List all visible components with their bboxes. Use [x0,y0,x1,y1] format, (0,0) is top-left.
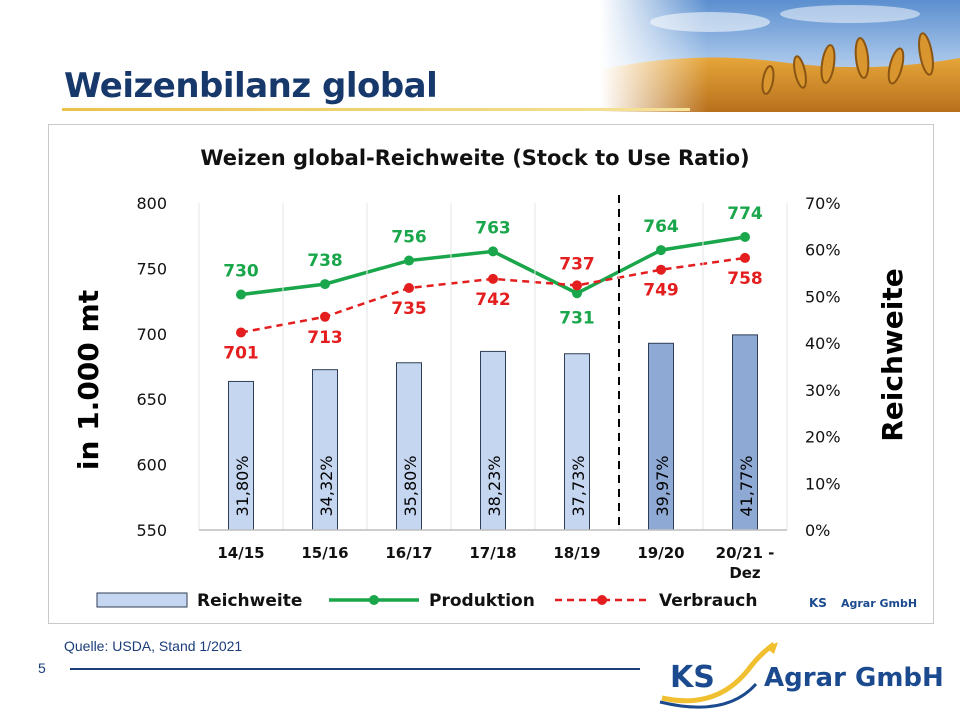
x-tick-label: 18/19 [553,544,600,562]
verbrauch-data-label: 713 [307,328,343,348]
y2-tick-label: 30% [805,381,841,400]
x-tick-label: 16/17 [385,544,432,562]
reichweite-bar [312,369,338,531]
chart-logo: KS Agrar GmbH [805,593,935,617]
x-tick-label: 20/21 - [716,544,775,562]
verbrauch-point [488,273,498,284]
logo-ks-text: KS [670,660,715,695]
chart-logo-agrar: Agrar GmbH [841,597,918,610]
logo-swoosh-icon [659,641,778,709]
reichweite-bar [396,362,422,531]
produktion-data-label: 738 [307,251,343,271]
verbrauch-point [572,280,582,291]
produktion-point [404,255,414,266]
chart-logo-ks: KS [809,596,827,610]
source-note: Quelle: USDA, Stand 1/2021 [64,638,243,654]
produktion-data-label: 730 [223,262,259,282]
y-tick-label: 700 [136,325,167,344]
title-underline [62,108,690,111]
reichweite-bar-label: 39,97% [653,455,672,516]
legend-marker-verbrauch [597,595,607,605]
produktion-point [488,246,498,257]
verbrauch-data-label: 758 [727,269,763,289]
x-tick-label: 15/16 [301,544,348,562]
reichweite-bar [648,342,674,531]
verbrauch-point [404,283,414,294]
y2-tick-label: 50% [805,287,841,306]
y2-tick-label: 10% [805,474,841,493]
legend-label-verbrauch: Verbrauch [659,591,757,611]
y2-tick-label: 40% [805,334,841,353]
y-tick-label: 650 [136,390,167,409]
y2-axis-label: Reichweite [876,268,909,442]
stock-to-use-chart: Weizen global-Reichweite (Stock to Use R… [72,146,909,611]
slide-title: Weizenbilanz global [64,66,438,106]
reichweite-bar-label: 35,80% [401,455,420,516]
y-tick-label: 750 [136,259,167,278]
x-tick-label: 14/15 [217,544,264,562]
produktion-point [740,232,750,243]
y-tick-label: 800 [136,194,167,213]
produktion-data-label: 764 [643,217,679,237]
y-tick-label: 550 [136,521,167,540]
wheat-field-image [600,0,960,112]
verbrauch-data-label: 701 [223,343,259,363]
legend-label-reichweite: Reichweite [197,591,302,611]
reichweite-bar-label: 34,32% [317,455,336,516]
produktion-point [236,289,246,300]
y2-tick-label: 20% [805,428,841,447]
y2-tick-label: 70% [805,194,841,213]
page-number: 5 [38,660,46,676]
produktion-data-label: 774 [727,204,763,224]
reichweite-bar-label: 38,23% [485,455,504,516]
produktion-data-label: 731 [559,308,595,328]
verbrauch-point [656,264,666,275]
verbrauch-point [320,311,330,322]
reichweite-bar [732,334,758,531]
produktion-point [656,245,666,256]
verbrauch-data-label: 735 [391,299,427,319]
produktion-data-label: 763 [475,218,511,238]
verbrauch-data-label: 742 [475,290,511,310]
y-tick-label: 600 [136,456,167,475]
produktion-point [320,279,330,290]
bar-series-reichweite: 31,80% 34,32% 35,80% 38,23% 37,73% 39,97% 41,7… [228,334,758,531]
footer-rule [70,668,640,670]
reichweite-bar [480,350,506,531]
company-logo: KS Agrar GmbH [656,640,956,710]
x-tick-label: 17/18 [469,544,516,562]
reichweite-bar-label: 31,80% [233,455,252,516]
verbrauch-point [236,327,246,338]
chart-frame: Weizen global-Reichweite (Stock to Use R… [48,124,934,624]
chart-legend: Reichweite Produktion Verbrauch [96,591,757,611]
legend-marker-produktion [369,595,379,605]
x-tick-label: Dez [729,564,761,582]
verbrauch-data-label: 749 [643,281,679,301]
produktion-point [572,288,582,299]
y2-tick-label: 0% [805,521,830,540]
produktion-data-label: 756 [391,228,427,248]
verbrauch-data-label: 737 [559,254,595,274]
legend-swatch-reichweite [96,592,188,608]
reichweite-bar-label: 37,73% [569,455,588,516]
x-tick-label: 19/20 [637,544,684,562]
reichweite-bar-label: 41,77% [737,455,756,516]
y2-tick-label: 60% [805,241,841,260]
logo-agrar-text: Agrar GmbH [764,663,944,693]
reichweite-bar [228,380,254,531]
legend-label-produktion: Produktion [429,591,535,611]
chart-title: Weizen global-Reichweite (Stock to Use R… [200,146,749,170]
y-axis-label: in 1.000 mt [72,290,105,470]
verbrauch-point [740,252,750,263]
